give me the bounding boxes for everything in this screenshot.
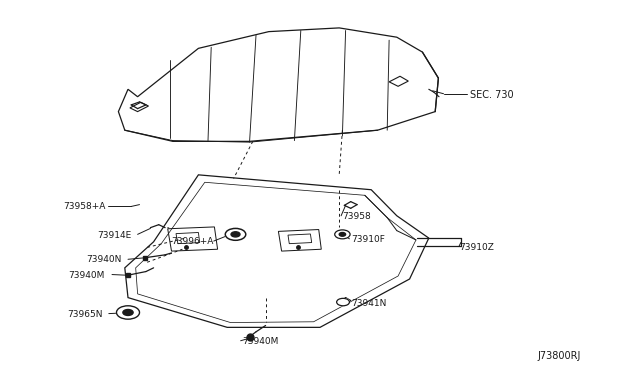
Text: 73940M: 73940M [242,337,278,346]
Text: 73958: 73958 [342,212,371,221]
Text: 73910Z: 73910Z [460,243,494,252]
Circle shape [231,232,240,237]
Text: SEC. 730: SEC. 730 [470,90,514,100]
Circle shape [337,298,349,306]
Text: 73940M: 73940M [68,271,105,280]
Text: 73914E: 73914E [97,231,132,240]
Text: 73996+A: 73996+A [172,237,214,246]
Circle shape [225,228,246,240]
Text: J73800RJ: J73800RJ [538,352,581,361]
Circle shape [116,306,140,319]
Circle shape [335,230,350,239]
Text: 73940N: 73940N [86,255,122,264]
Text: 73965N: 73965N [67,310,102,319]
Circle shape [123,310,133,315]
Text: 73910F: 73910F [351,235,385,244]
Text: 73941N: 73941N [351,299,386,308]
Circle shape [339,232,346,236]
Text: 73958+A: 73958+A [63,202,105,211]
